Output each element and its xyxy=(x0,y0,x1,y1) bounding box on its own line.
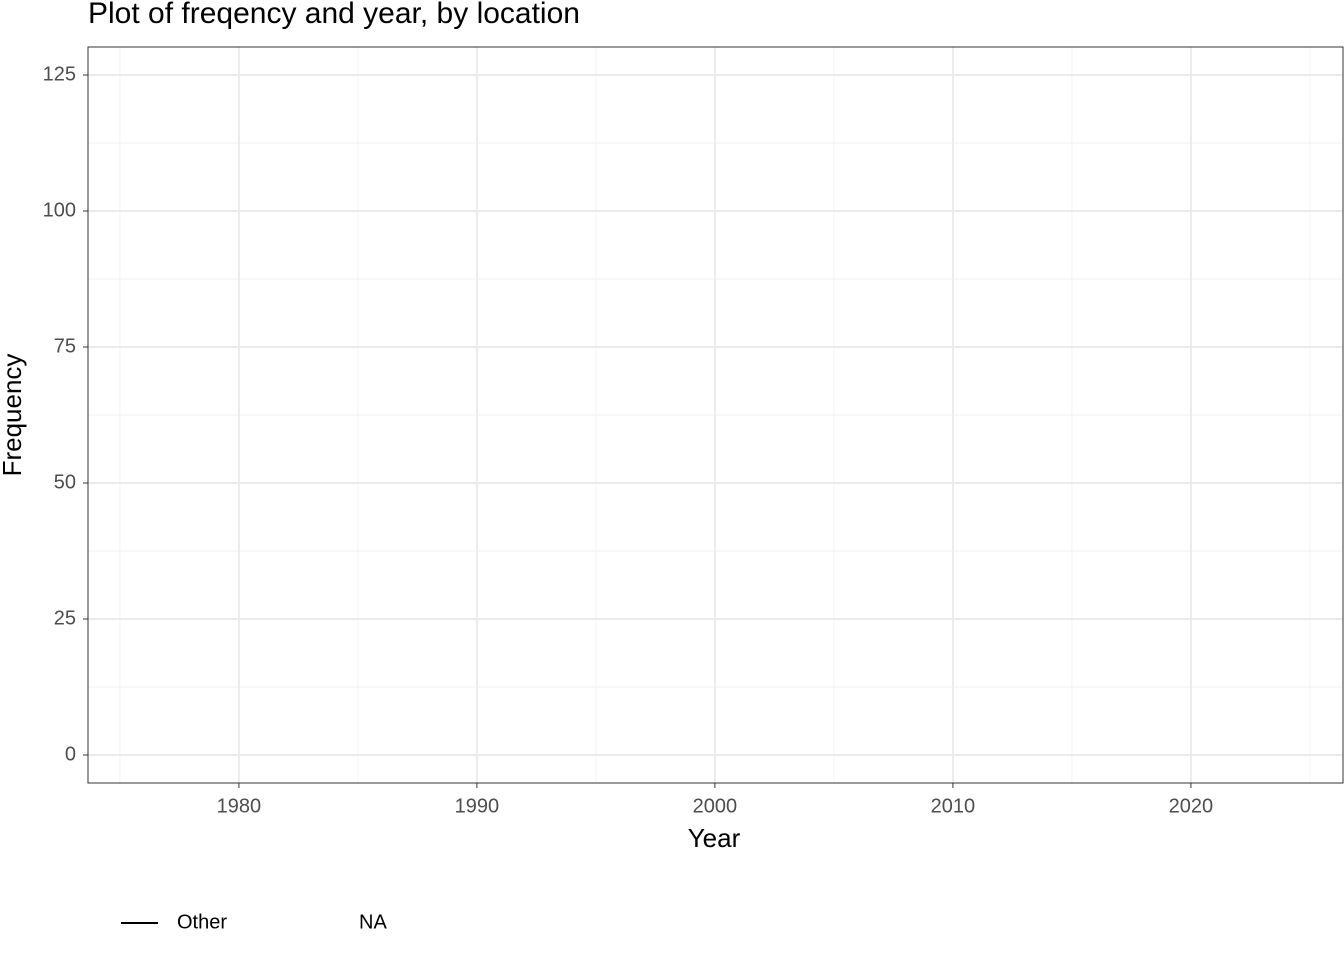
legend-label: Other xyxy=(177,911,227,933)
panel-border xyxy=(87,46,1344,784)
x-tick-label: 2000 xyxy=(693,795,738,817)
chart-title: Plot of freqency and year, by location xyxy=(88,0,580,30)
x-tick-label: 2010 xyxy=(931,795,976,817)
x-tick-label: 2020 xyxy=(1169,795,1214,817)
y-tick-label: 0 xyxy=(65,743,76,765)
x-axis-label: Year xyxy=(688,823,741,853)
y-tick-label: 25 xyxy=(54,607,76,629)
y-tick-label: 75 xyxy=(54,335,76,357)
y-tick-label: 50 xyxy=(54,471,76,493)
y-axis-label: Frequency xyxy=(0,354,27,477)
x-tick-label: 1990 xyxy=(455,795,500,817)
legend-label: NA xyxy=(359,911,387,933)
y-tick-label: 125 xyxy=(43,63,76,85)
y-tick-label: 100 xyxy=(43,199,76,221)
x-tick-label: 1980 xyxy=(217,795,262,817)
